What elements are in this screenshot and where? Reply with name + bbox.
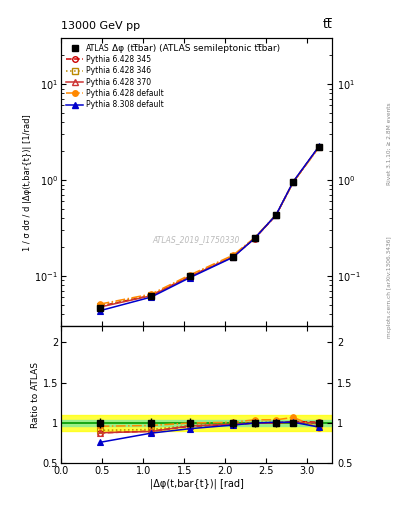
- Pythia 6.428 370: [274, 212, 278, 218]
- Pythia 6.428 default: [149, 291, 154, 297]
- Text: ATLAS_2019_I1750330: ATLAS_2019_I1750330: [153, 236, 240, 244]
- Pythia 6.428 370: [252, 236, 257, 242]
- Y-axis label: Ratio to ATLAS: Ratio to ATLAS: [31, 362, 40, 428]
- Text: mcplots.cern.ch [arXiv:1306.3436]: mcplots.cern.ch [arXiv:1306.3436]: [387, 236, 392, 337]
- Pythia 6.428 346: [231, 253, 235, 259]
- Pythia 8.308 default: [291, 179, 296, 185]
- Pythia 6.428 370: [231, 254, 235, 260]
- Line: Pythia 6.428 default: Pythia 6.428 default: [97, 144, 322, 307]
- Pythia 6.428 346: [317, 144, 321, 150]
- Pythia 8.308 default: [231, 254, 235, 261]
- Bar: [61, 420, 332, 426]
- Bar: [61, 415, 332, 431]
- Pythia 6.428 default: [274, 212, 278, 218]
- Pythia 6.428 346: [149, 292, 154, 298]
- Pythia 6.428 346: [291, 179, 296, 185]
- Pythia 8.308 default: [274, 212, 278, 218]
- Pythia 6.428 345: [274, 212, 278, 218]
- Pythia 6.428 346: [274, 212, 278, 218]
- Y-axis label: 1 / σ dσ / d |Δφ(t,bar{t})| [1/rad]: 1 / σ dσ / d |Δφ(t,bar{t})| [1/rad]: [22, 114, 31, 251]
- Pythia 6.428 370: [187, 273, 192, 280]
- Pythia 8.308 default: [252, 236, 257, 242]
- Pythia 6.428 default: [291, 179, 296, 185]
- X-axis label: |Δφ(t,bar{t})| [rad]: |Δφ(t,bar{t})| [rad]: [150, 479, 243, 489]
- Pythia 6.428 345: [97, 303, 102, 309]
- Pythia 6.428 345: [231, 254, 235, 260]
- Pythia 6.428 370: [149, 293, 154, 299]
- Pythia 6.428 346: [97, 303, 102, 309]
- Pythia 8.308 default: [97, 308, 102, 314]
- Pythia 6.428 346: [252, 235, 257, 241]
- Pythia 6.428 346: [187, 272, 192, 279]
- Text: tt̅: tt̅: [322, 18, 332, 31]
- Pythia 6.428 default: [252, 234, 257, 241]
- Pythia 6.428 default: [187, 272, 192, 278]
- Line: Pythia 6.428 346: Pythia 6.428 346: [97, 144, 322, 309]
- Line: Pythia 6.428 345: Pythia 6.428 345: [97, 144, 322, 309]
- Pythia 6.428 345: [252, 236, 257, 242]
- Pythia 6.428 default: [97, 301, 102, 307]
- Pythia 6.428 345: [291, 179, 296, 185]
- Text: Rivet 3.1.10; ≥ 2.8M events: Rivet 3.1.10; ≥ 2.8M events: [387, 102, 392, 185]
- Line: Pythia 6.428 370: Pythia 6.428 370: [97, 144, 322, 310]
- Pythia 6.428 370: [317, 144, 321, 150]
- Pythia 6.428 345: [149, 292, 154, 298]
- Pythia 6.428 370: [291, 179, 296, 185]
- Pythia 6.428 370: [97, 304, 102, 310]
- Text: Δφ (tt̅bar) (ATLAS semileptonic tt̅bar): Δφ (tt̅bar) (ATLAS semileptonic tt̅bar): [112, 44, 281, 53]
- Pythia 6.428 default: [231, 252, 235, 258]
- Pythia 6.428 345: [187, 273, 192, 280]
- Pythia 8.308 default: [149, 294, 154, 300]
- Pythia 6.428 default: [317, 144, 321, 151]
- Pythia 8.308 default: [187, 274, 192, 281]
- Text: 13000 GeV pp: 13000 GeV pp: [61, 20, 140, 31]
- Legend: ATLAS, Pythia 6.428 345, Pythia 6.428 346, Pythia 6.428 370, Pythia 6.428 defaul: ATLAS, Pythia 6.428 345, Pythia 6.428 34…: [65, 42, 165, 111]
- Line: Pythia 8.308 default: Pythia 8.308 default: [97, 143, 322, 313]
- Pythia 8.308 default: [317, 143, 321, 149]
- Pythia 6.428 345: [317, 143, 321, 150]
